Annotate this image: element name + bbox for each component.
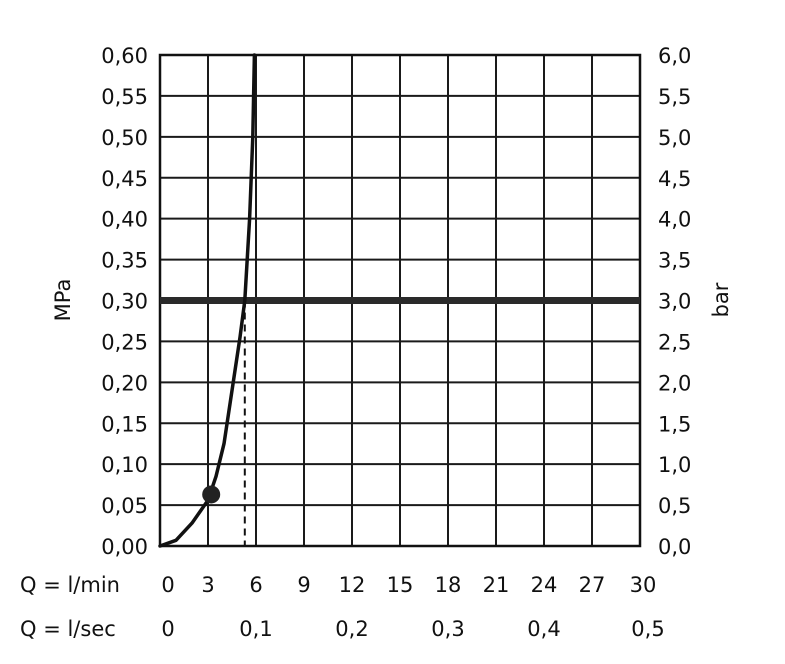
x-tick-label-lmin: 30 [630, 573, 657, 597]
y-tick-label-mpa: 0,55 [101, 85, 148, 109]
y-tick-label-mpa: 0,15 [101, 412, 148, 436]
y-tick-label-bar: 4,5 [658, 167, 691, 191]
y-tick-label-bar: 0,0 [658, 535, 691, 559]
y-tick-label-mpa: 0,20 [101, 371, 148, 395]
x-tick-label-lmin: 24 [531, 573, 558, 597]
y-tick-label-bar: 4,0 [658, 208, 691, 232]
y-tick-label-bar: 5,0 [658, 126, 691, 150]
y-tick-label-bar: 1,5 [658, 412, 691, 436]
y-tick-label-mpa: 0,10 [101, 453, 148, 477]
y-tick-label-bar: 0,5 [658, 494, 691, 518]
x-axis-label-lsec: Q = l/sec [20, 617, 116, 641]
y-tick-label-bar: 3,5 [658, 249, 691, 273]
y-tick-label-mpa: 0,00 [101, 535, 148, 559]
x-tick-label-lsec: 0,2 [335, 617, 368, 641]
x-tick-label-lmin: 21 [483, 573, 510, 597]
x-tick-label-lsec: 0,3 [431, 617, 464, 641]
y-tick-label-mpa: 0,45 [101, 167, 148, 191]
x-tick-label-lmin: 15 [387, 573, 414, 597]
x-axis-label-lmin: Q = l/min [20, 573, 120, 597]
x-tick-label-lsec: 0 [161, 617, 174, 641]
y-tick-label-bar: 5,5 [658, 85, 691, 109]
x-tick-label-lmin: 12 [339, 573, 366, 597]
x-tick-label-lsec: 0,1 [239, 617, 272, 641]
y-axis-label-right: bar [709, 282, 733, 317]
pressure-flow-curve [158, 53, 257, 548]
y-axis-label-left: MPa [51, 279, 75, 322]
y-tick-label-bar: 3,0 [658, 290, 691, 314]
y-tick-label-bar: 2,5 [658, 330, 691, 354]
x-tick-label-lmin: 0 [161, 573, 174, 597]
y-tick-label-bar: 1,0 [658, 453, 691, 477]
x-tick-label-lmin: 3 [201, 573, 214, 597]
y-tick-label-mpa: 0,30 [101, 290, 148, 314]
y-tick-label-mpa: 0,60 [101, 44, 148, 68]
y-tick-label-bar: 6,0 [658, 44, 691, 68]
x-tick-label-lmin: 9 [297, 573, 310, 597]
y-tick-label-mpa: 0,25 [101, 330, 148, 354]
y-tick-label-mpa: 0,35 [101, 249, 148, 273]
y-tick-label-bar: 2,0 [658, 371, 691, 395]
y-tick-label-mpa: 0,40 [101, 208, 148, 232]
x-tick-label-lmin: 27 [579, 573, 606, 597]
y-tick-label-mpa: 0,05 [101, 494, 148, 518]
x-tick-label-lsec: 0,4 [527, 617, 560, 641]
x-tick-label-lmin: 6 [249, 573, 262, 597]
x-tick-label-lsec: 0,5 [631, 617, 664, 641]
y-tick-label-mpa: 0,50 [101, 126, 148, 150]
curve-marker-point [202, 485, 221, 504]
x-tick-label-lmin: 18 [435, 573, 462, 597]
